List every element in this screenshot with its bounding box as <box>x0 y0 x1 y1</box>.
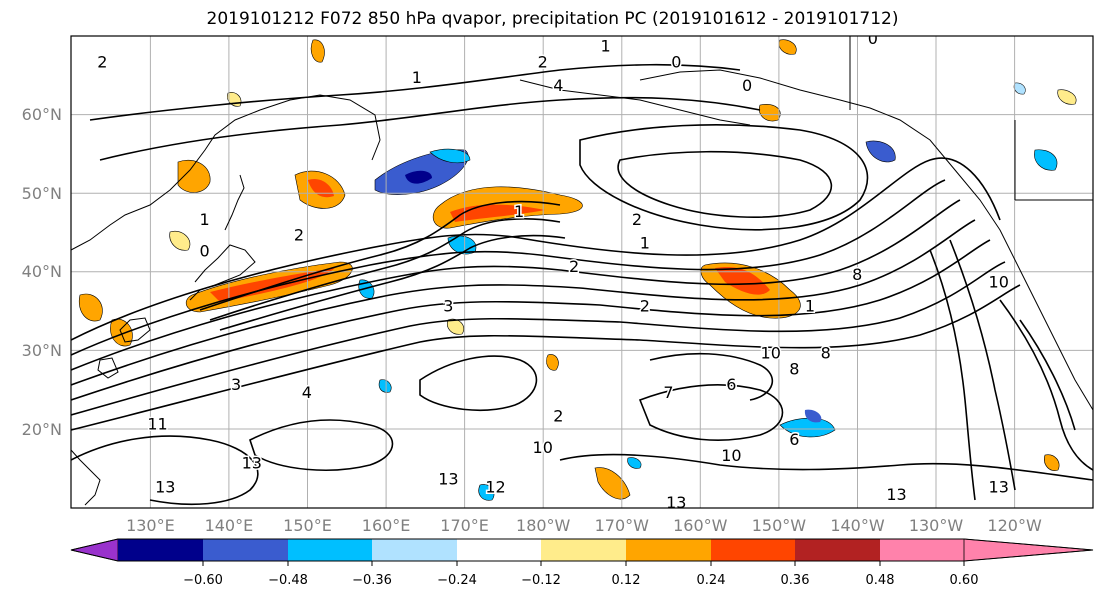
colorbar-segment <box>541 539 626 561</box>
lat-label: 30°N <box>22 341 62 360</box>
contour-label: 10 <box>721 446 741 465</box>
colorbar-segment <box>203 539 288 561</box>
colorbar-segment <box>795 539 880 561</box>
contour-label: 1 <box>412 68 422 87</box>
contour-label: 2 <box>640 296 650 315</box>
contour-label: 1 <box>601 37 611 56</box>
contour-label: 0 <box>742 76 752 95</box>
contour-label: 6 <box>726 375 736 394</box>
lon-label: 180°W <box>516 516 571 535</box>
contour-label: 8 <box>789 359 799 378</box>
colorbar-tick-label: 0.36 <box>781 573 810 588</box>
colorbar-extend-right <box>963 538 1094 562</box>
colorbar-outline <box>70 538 1094 562</box>
contour-label: 2 <box>569 257 579 276</box>
lon-label: 140°E <box>205 516 254 535</box>
contour-label: 11 <box>147 414 167 433</box>
contour-label: 2 <box>553 407 563 426</box>
lat-label: 40°N <box>22 262 62 281</box>
graticule <box>71 36 1093 508</box>
map-frame <box>70 35 1094 509</box>
colorbar-segment <box>118 539 203 561</box>
contour-label: 1 <box>640 233 650 252</box>
lon-label: 160°E <box>362 516 411 535</box>
contour-label: 0 <box>200 241 210 260</box>
contour-label: 8 <box>821 344 831 363</box>
contour-label: 10 <box>761 344 781 363</box>
colorbar: −0.60 −0.48 −0.36 −0.24 −0.12 0.12 0.24 … <box>70 538 1094 588</box>
colorbar-segment <box>880 539 964 561</box>
colorbar-tick-label: −0.36 <box>352 573 392 588</box>
contour-label: 13 <box>666 493 686 512</box>
colorbar-segment <box>626 539 711 561</box>
contour-label: 13 <box>438 469 458 488</box>
contour-label: 3 <box>231 375 241 394</box>
contour-label: 13 <box>886 485 906 504</box>
contour-label: 4 <box>302 383 312 402</box>
contour-label: 12 <box>485 477 505 496</box>
contour-label: 0 <box>868 29 878 48</box>
colorbar-extend-left <box>70 538 119 562</box>
colorbar-segment <box>288 539 372 561</box>
contour-label: 13 <box>242 454 262 473</box>
lon-label: 150°E <box>283 516 332 535</box>
colorbar-segment <box>711 539 795 561</box>
contour-label: 3 <box>443 296 453 315</box>
lon-label: 150°W <box>752 516 807 535</box>
contour-label: 13 <box>989 477 1009 496</box>
coastlines <box>71 36 1093 506</box>
lon-label: 170°E <box>440 516 489 535</box>
longitude-labels: 130°E 140°E 150°E 160°E 170°E 180°W 170°… <box>126 516 1042 535</box>
colorbar-segment <box>457 539 541 561</box>
contour-label: 10 <box>533 438 553 457</box>
colorbar-tick-label: −0.48 <box>268 573 308 588</box>
lat-label: 20°N <box>22 420 62 439</box>
contour-label: 2 <box>538 53 548 72</box>
colorbar-tick-label: −0.60 <box>183 573 223 588</box>
lat-label: 60°N <box>22 105 62 124</box>
map-title: 2019101212 F072 850 hPa qvapor, precipit… <box>206 9 899 29</box>
contour-label: 2 <box>294 226 304 245</box>
contour-label: 4 <box>553 76 563 95</box>
colorbar-segment <box>372 539 457 561</box>
contour-label: 7 <box>663 383 673 402</box>
latitude-labels: 60°N 50°N 40°N 30°N 20°N <box>22 105 62 439</box>
contour-label: 1 <box>514 202 524 221</box>
qvapor-contours <box>71 63 1093 506</box>
lon-label: 130°W <box>909 516 964 535</box>
contour-label: 2 <box>97 53 107 72</box>
colorbar-tick-label: −0.12 <box>521 573 561 588</box>
contour-label: 8 <box>852 265 862 284</box>
contour-label: 2 <box>632 210 642 229</box>
lon-label: 170°W <box>595 516 650 535</box>
contour-label: 0 <box>671 53 681 72</box>
colorbar-tick-label: 0.24 <box>697 573 726 588</box>
contour-label: 1 <box>805 296 815 315</box>
lat-label: 50°N <box>22 184 62 203</box>
contour-label: 6 <box>789 430 799 449</box>
contour-label: 13 <box>155 477 175 496</box>
contour-label: 1 <box>200 210 210 229</box>
colorbar-tick-label: 0.60 <box>950 573 979 588</box>
colorbar-tick-label: 0.12 <box>612 573 641 588</box>
lon-label: 140°W <box>830 516 885 535</box>
colorbar-tick-label: −0.24 <box>437 573 477 588</box>
lon-label: 160°W <box>673 516 728 535</box>
lon-label: 130°E <box>126 516 175 535</box>
colorbar-tick-label: 0.48 <box>866 573 895 588</box>
contour-label: 10 <box>989 273 1009 292</box>
lon-label: 120°W <box>987 516 1042 535</box>
